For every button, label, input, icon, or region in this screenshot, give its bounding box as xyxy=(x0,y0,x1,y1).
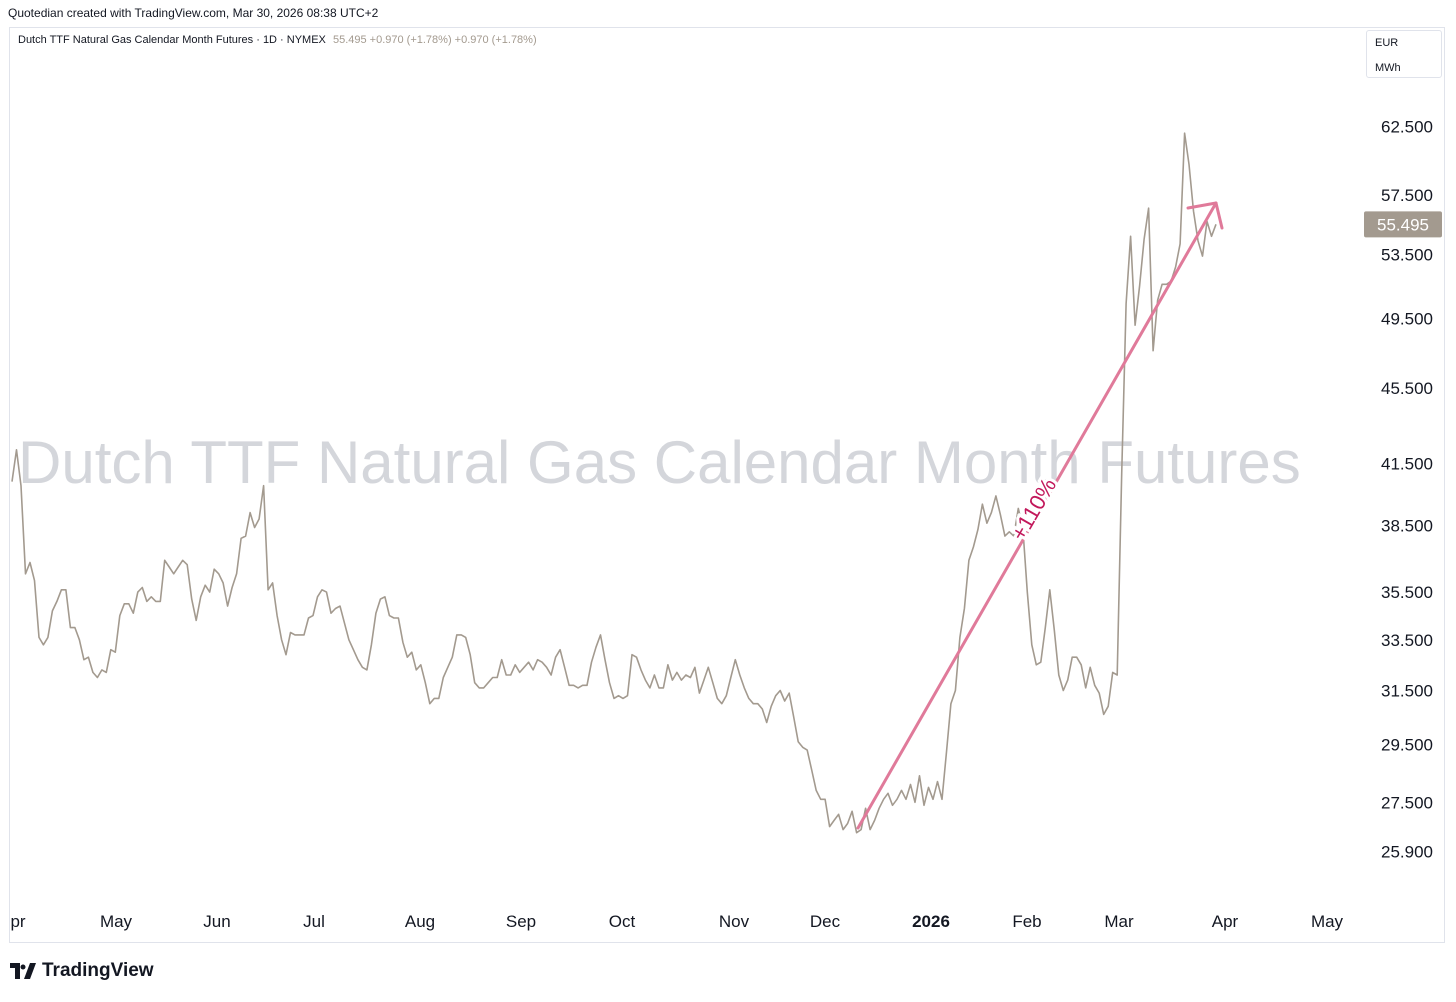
price-line xyxy=(11,132,1217,834)
chart-frame xyxy=(9,27,1445,943)
y-tick-label: 35.500 xyxy=(1381,583,1433,602)
y-tick-label: 33.500 xyxy=(1381,631,1433,650)
y-axis: 62.500 57.500 53.500 49.500 45.500 41.500 38.5… xyxy=(1381,118,1433,862)
symbol-legend: Dutch TTF Natural Gas Calendar Month Fut… xyxy=(18,34,537,46)
symbol-watermark: Dutch TTF Natural Gas Calendar Month Fut… xyxy=(18,429,1301,496)
x-tick-label: Feb xyxy=(1012,912,1041,931)
x-tick-label: Jul xyxy=(303,912,325,931)
tradingview-logo-icon xyxy=(10,963,36,979)
y-tick-label: 53.500 xyxy=(1381,246,1433,265)
x-tick-label: May xyxy=(100,912,133,931)
last-price-badge: 55.495 xyxy=(1364,211,1442,238)
legend-values: 55.495 +0.970 (+1.78%) +0.970 (+1.78%) xyxy=(332,34,537,46)
x-tick-label: Oct xyxy=(609,912,636,931)
x-tick-label: pr xyxy=(10,912,25,931)
trend-arrow[interactable] xyxy=(856,201,1224,830)
credit-text: Quotedian created with TradingView.com, … xyxy=(8,6,379,20)
measure-label: MWh xyxy=(1375,62,1401,74)
y-tick-label: 25.900 xyxy=(1381,843,1433,862)
x-tick-label: Apr xyxy=(1212,912,1239,931)
y-tick-label: 62.500 xyxy=(1381,118,1433,137)
x-tick-label: May xyxy=(1311,912,1344,931)
x-tick-label: Mar xyxy=(1104,912,1134,931)
x-tick-label: Sep xyxy=(506,912,536,931)
x-tick-label: Jun xyxy=(203,912,230,931)
x-tick-label: Aug xyxy=(405,912,435,931)
unit-selector[interactable]: EUR MWh xyxy=(1366,30,1442,78)
logo-text: TradingView xyxy=(42,960,154,981)
y-tick-label: 41.500 xyxy=(1381,455,1433,474)
last-price-badge-text: 55.495 xyxy=(1377,215,1429,234)
x-tick-label: Nov xyxy=(719,912,750,931)
x-axis: pr May Jun Jul Aug Sep Oct Nov Dec 2026 Feb Mar Apr M… xyxy=(10,912,1343,931)
y-tick-label: 38.500 xyxy=(1381,516,1433,535)
tradingview-logo[interactable]: TradingView xyxy=(10,960,154,982)
arrow-head xyxy=(1186,201,1224,230)
x-tick-label: Dec xyxy=(810,912,841,931)
y-tick-label: 45.500 xyxy=(1381,379,1433,398)
currency-label: EUR xyxy=(1375,37,1399,49)
y-tick-label: 49.500 xyxy=(1381,310,1433,329)
y-tick-label: 27.500 xyxy=(1381,793,1433,812)
x-tick-label: 2026 xyxy=(912,912,950,931)
percent-change-label: +110% xyxy=(1006,474,1061,545)
last-price-badge-bg xyxy=(1364,211,1442,238)
y-tick-label: 31.500 xyxy=(1381,681,1433,700)
y-tick-label: 57.500 xyxy=(1381,186,1433,205)
legend-symbol: Dutch TTF Natural Gas Calendar Month Fut… xyxy=(18,34,326,46)
arrow-shaft xyxy=(856,201,1218,830)
y-tick-label: 29.500 xyxy=(1381,735,1433,754)
